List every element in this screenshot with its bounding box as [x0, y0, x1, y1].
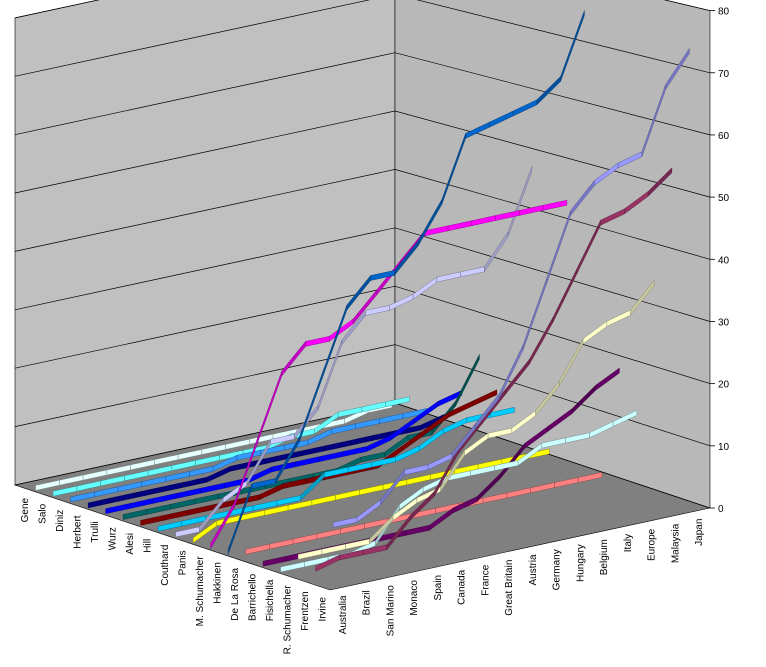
y-tick-label: 30 [718, 317, 730, 328]
line-segment [542, 199, 568, 211]
line-segment [507, 166, 533, 237]
line-segment [665, 47, 690, 91]
series-diniz [70, 408, 428, 503]
y-axis-ticks: 0 10 20 30 40 50 60 70 80 [710, 7, 730, 515]
y-tick-label: 20 [718, 380, 730, 391]
series-axis-label: Alesi [125, 533, 136, 555]
x-tick-label: Malaysia [670, 523, 681, 563]
line-segment [612, 409, 638, 427]
line-segment [647, 167, 673, 197]
y-tick-label: 0 [718, 504, 724, 515]
series-axis-label: Irvine [317, 597, 328, 622]
gridline [14, 227, 711, 322]
x-tick-label: San Marino [385, 585, 396, 637]
series-irvine [332, 47, 690, 528]
series-ribbons [35, 10, 690, 573]
series-axis-label: Trulli [90, 521, 101, 542]
line-segment [595, 367, 620, 391]
line-segment [490, 407, 515, 418]
series-axis-label: Barrichello [247, 573, 258, 621]
y-tick-label: 40 [718, 255, 730, 266]
series-axis-label: Fisichella [265, 579, 276, 621]
y-tick-label: 10 [718, 442, 730, 453]
y-tick-label: 80 [718, 7, 730, 18]
series-hill [157, 407, 515, 532]
line-segment [472, 389, 498, 407]
y-tick-label: 70 [718, 69, 730, 80]
series-axis-label: Salo [37, 503, 48, 523]
series-axis-label: Hill [142, 539, 153, 553]
x-tick-label: Canada [457, 569, 468, 604]
series-axis-label: Couthard [160, 545, 171, 586]
series-axis-labels: Gene Salo Diniz Herbert Trulli Wurz Alesi Hill C… [20, 497, 328, 655]
gridlines [14, 0, 711, 509]
series-axis-label: Gene [20, 497, 31, 522]
x-tick-label: Belgium [599, 539, 610, 575]
gridline [14, 285, 711, 384]
x-tick-label: Japan [694, 519, 705, 546]
x-tick-label: Europe [647, 528, 658, 561]
series-axis-label: Hakkinen [212, 562, 223, 604]
x-tick-label: Spain [433, 575, 444, 601]
series-herbert [87, 413, 445, 509]
series-barrichello [262, 367, 620, 567]
series-axis-label: Wurz [107, 527, 118, 550]
x-tick-label: Austria [528, 554, 539, 586]
series-hakkinen [227, 10, 585, 555]
series-axis-label: De La Rosa [230, 567, 241, 620]
x-tick-label: Hungary [575, 544, 586, 582]
series-axis-label: Frentzen [300, 591, 311, 630]
x-tick-label: Italy [623, 534, 634, 552]
line-segment [577, 472, 603, 483]
x-tick-label: Brazil [362, 590, 373, 615]
x-tick-label: Monaco [409, 580, 420, 616]
gridline [14, 52, 711, 136]
gridline [14, 0, 711, 77]
line-segment [455, 354, 480, 407]
series-axis-label: Panis [177, 550, 188, 575]
line-segment [560, 10, 585, 82]
x-axis-labels: Australia Brazil San Marino Monaco Spain Cana… [338, 519, 705, 637]
y-tick-label: 50 [718, 193, 730, 204]
line-segment [437, 389, 463, 407]
x-tick-label: Great Britain [504, 560, 515, 616]
series-alesi [140, 389, 498, 526]
gridline [14, 110, 711, 198]
y-tick-label: 60 [718, 131, 730, 142]
series-axis-label: Diniz [55, 510, 66, 532]
line-segment [385, 396, 410, 408]
x-tick-label: Germany [552, 549, 563, 590]
line-segment [630, 279, 655, 316]
gridline [14, 344, 711, 447]
chart-walls [13, 0, 712, 591]
series-axis-label: Herbert [72, 515, 83, 549]
gridline [14, 169, 711, 260]
series-axis-label: M. Schumacher [195, 556, 206, 627]
series-r-schumacher [297, 279, 655, 560]
x-tick-label: Australia [338, 595, 349, 634]
x-tick-label: France [480, 564, 491, 596]
series-couthard [175, 166, 533, 538]
series-axis-label: R. Schumacher [282, 585, 293, 655]
